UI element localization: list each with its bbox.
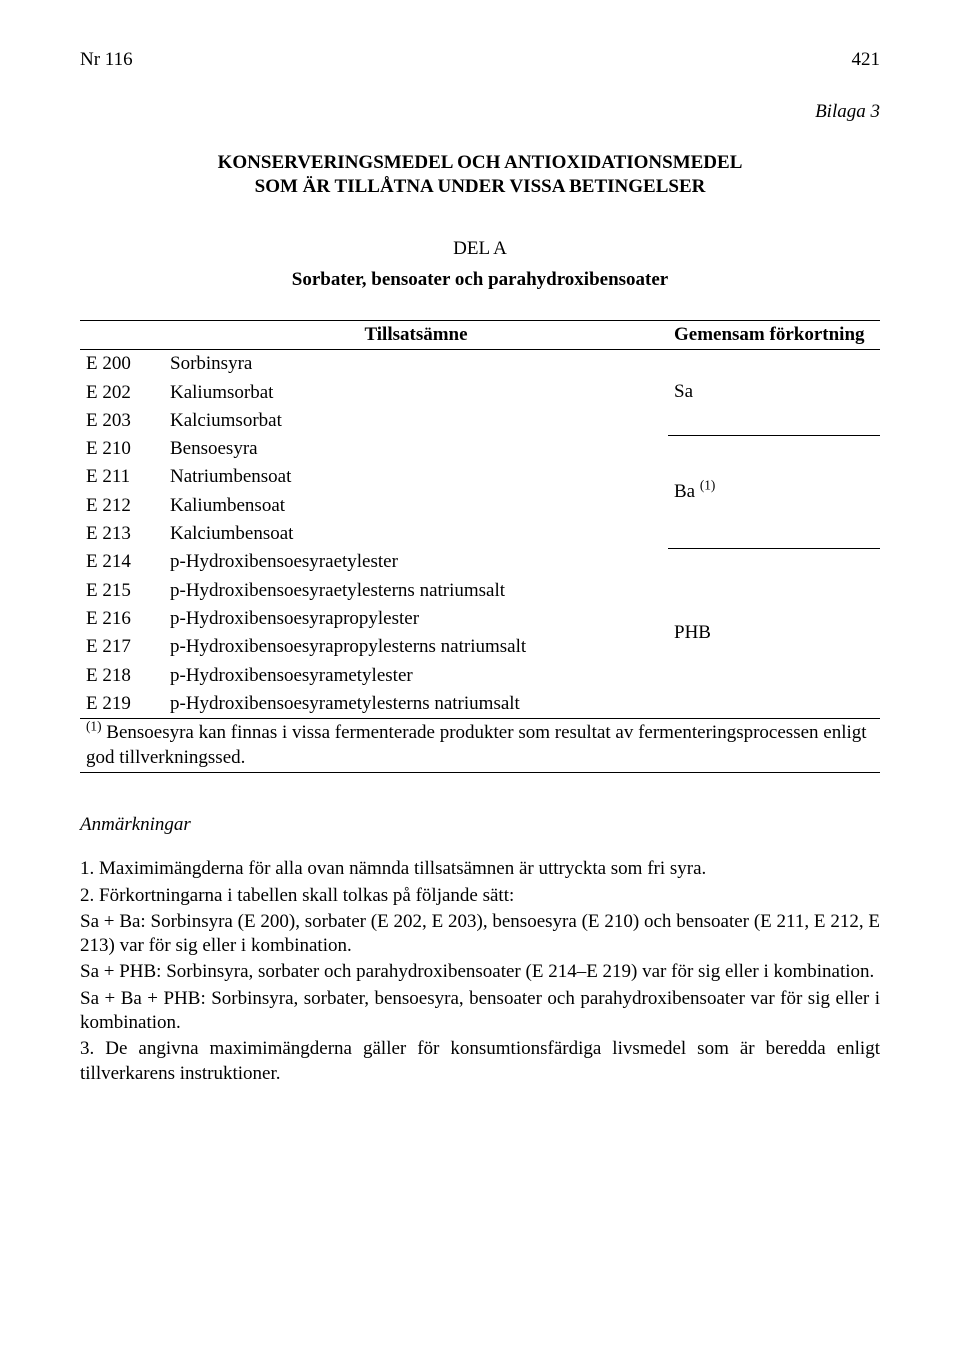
row-code: E 210 [80,435,164,463]
row-name: Kaliumbensoat [164,492,668,520]
notes: 1. Maximimängderna för alla ovan nämnda … [80,857,880,1086]
row-code: E 218 [80,662,164,690]
row-name: Kalciumsorbat [164,407,668,435]
table-row: E 200SorbinsyraSa [80,350,880,379]
table-row: E 214p-HydroxibensoesyraetylesterPHB [80,548,880,576]
table-footnote: (1) Bensoesyra kan finnas i vissa fermen… [80,719,880,773]
row-code: E 217 [80,633,164,661]
table-header-blank [80,320,164,349]
table-header-tillsatsamne: Tillsatsämne [164,320,668,349]
header-row: Nr 116 421 [80,48,880,72]
row-name: p-Hydroxibensoesyraetylester [164,548,668,576]
anm-heading: Anmärkningar [80,813,880,837]
main-title-line1: KONSERVERINGSMEDEL OCH ANTIOXIDATIONSMED… [218,152,743,173]
attachment-label: Bilaga 3 [80,100,880,124]
row-name: p-Hydroxibensoesyrapropylesterns natrium… [164,633,668,661]
main-title: KONSERVERINGSMEDEL OCH ANTIOXIDATIONSMED… [80,151,880,200]
table-row: E 210BensoesyraBa (1) [80,435,880,463]
row-code: E 213 [80,520,164,548]
doc-number: Nr 116 [80,48,133,72]
row-abbr: Sa [668,350,880,435]
table-header-gemensam: Gemensam förkortning [668,320,880,349]
row-name: p-Hydroxibensoesyraetylesterns natriumsa… [164,577,668,605]
row-name: Kalciumbensoat [164,520,668,548]
row-code: E 215 [80,577,164,605]
row-code: E 214 [80,548,164,576]
main-title-line2: SOM ÄR TILLÅTNA UNDER VISSA BETINGELSER [255,176,706,197]
row-code: E 219 [80,690,164,719]
note-4: Sa + PHB: Sorbinsyra, sorbater och parah… [80,960,880,984]
row-code: E 200 [80,350,164,379]
row-code: E 212 [80,492,164,520]
row-abbr: PHB [668,548,880,718]
note-3: Sa + Ba: Sorbinsyra (E 200), sorbater (E… [80,910,880,959]
row-abbr: Ba (1) [668,435,880,548]
row-name: p-Hydroxibensoesyrametylesterns natriums… [164,690,668,719]
row-name: p-Hydroxibensoesyrametylester [164,662,668,690]
substances-table: Tillsatsämne Gemensam förkortning E 200S… [80,320,880,773]
row-name: Kaliumsorbat [164,379,668,407]
row-name: Bensoesyra [164,435,668,463]
table-body: E 200SorbinsyraSaE 202KaliumsorbatE 203K… [80,350,880,773]
page: Nr 116 421 Bilaga 3 KONSERVERINGSMEDEL O… [0,0,960,1370]
note-6: 3. De angivna maximimängderna gäller för… [80,1037,880,1086]
row-name: Natriumbensoat [164,463,668,491]
note-5: Sa + Ba + PHB: Sorbinsyra, sorbater, ben… [80,987,880,1036]
note-2: 2. Förkortningarna i tabellen skall tolk… [80,884,880,908]
row-name: p-Hydroxibensoesyrapropylester [164,605,668,633]
note-1: 1. Maximimängderna för alla ovan nämnda … [80,857,880,881]
section-del-a: DEL A [80,237,880,261]
row-code: E 202 [80,379,164,407]
row-code: E 216 [80,605,164,633]
row-name: Sorbinsyra [164,350,668,379]
table-footnote-row: (1) Bensoesyra kan finnas i vissa fermen… [80,719,880,773]
row-code: E 211 [80,463,164,491]
table-header-row: Tillsatsämne Gemensam förkortning [80,320,880,349]
row-code: E 203 [80,407,164,435]
page-number: 421 [852,48,881,72]
subtitle: Sorbater, bensoater och parahydroxibenso… [80,268,880,292]
